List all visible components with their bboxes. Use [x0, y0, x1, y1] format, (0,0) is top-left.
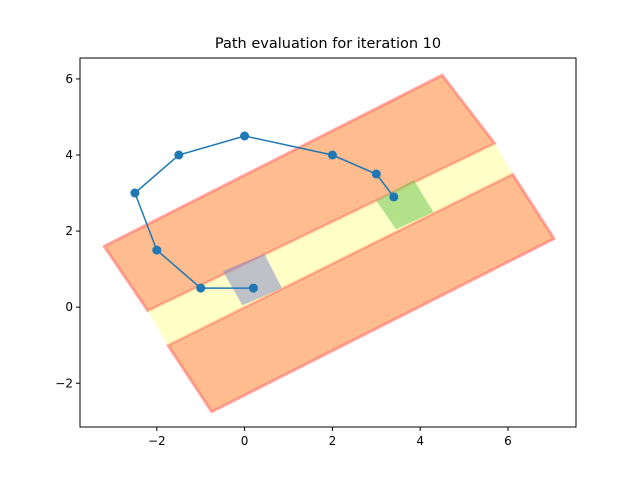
y-tick-label: 4: [65, 148, 73, 162]
path-point: [240, 131, 250, 141]
x-axis: −2 0 2 4 6: [148, 427, 512, 448]
path-point: [327, 150, 337, 160]
chart-title: Path evaluation for iteration 10: [215, 36, 441, 52]
y-tick-label: 0: [65, 300, 73, 314]
path-point: [248, 283, 258, 293]
x-tick-label: 4: [416, 434, 424, 448]
path-point: [196, 283, 206, 293]
path-layer: [130, 131, 399, 293]
path-point: [371, 169, 381, 179]
x-tick-label: 6: [504, 434, 512, 448]
path-point: [174, 150, 184, 160]
start-zone: [222, 253, 282, 306]
y-tick-label: 2: [65, 224, 73, 238]
path-point: [389, 192, 399, 202]
path-point: [152, 245, 162, 255]
y-tick-label: 6: [65, 72, 73, 86]
x-tick-label: 2: [329, 434, 337, 448]
axes-frame: [79, 57, 577, 428]
x-tick-label: −2: [148, 434, 166, 448]
x-tick-label: 0: [241, 434, 249, 448]
y-axis: −2 0 2 4 6: [55, 72, 80, 390]
path-point: [130, 188, 140, 198]
goal-zone: [376, 179, 434, 230]
y-tick-label: −2: [55, 376, 73, 390]
regions-layer: [102, 73, 556, 414]
